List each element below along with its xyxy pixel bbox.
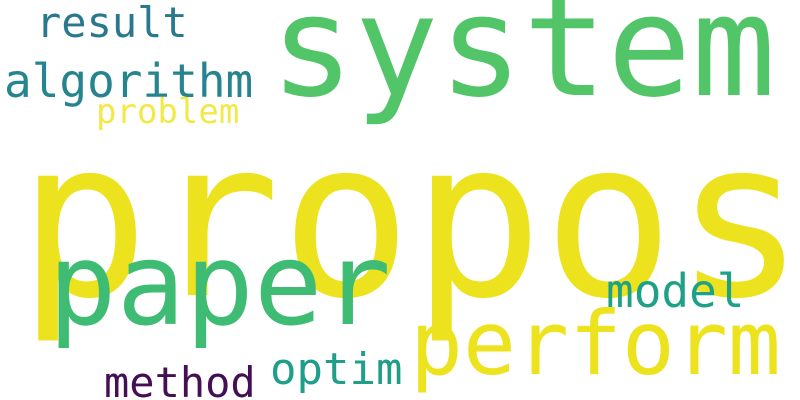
- word-system: system: [270, 0, 776, 129]
- word-algorithm: algorithm: [4, 54, 254, 108]
- word-result: result: [36, 0, 188, 47]
- word-propos: propos: [18, 94, 800, 347]
- word-method: method: [104, 358, 256, 400]
- word-model: model: [606, 264, 745, 318]
- word-optim: optim: [270, 344, 403, 395]
- word-paper: paper: [48, 218, 392, 351]
- word-perform: perform: [410, 292, 781, 395]
- word-problem: problem: [96, 92, 240, 132]
